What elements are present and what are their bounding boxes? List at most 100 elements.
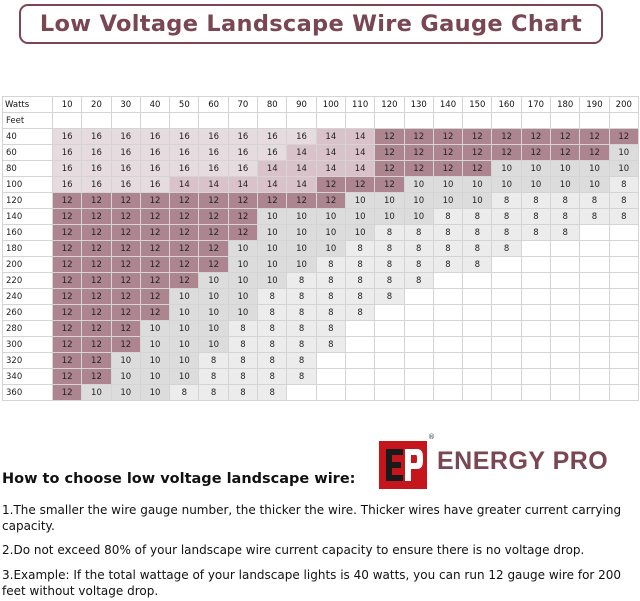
gauge-cell: 10 [462,176,493,193]
gauge-cell: 10 [579,176,610,193]
table-row: 220 12 12 12 12 12 10 10 10 8 8 8 8 8 [2,272,639,289]
gauge-cell: 10 [462,192,493,209]
empty-cell [286,384,317,401]
gauge-cell: 8 [198,384,229,401]
empty-cell [374,384,405,401]
gauge-cell: 8 [286,368,317,385]
gauge-cell: 8 [579,208,610,225]
empty-cell [608,368,639,385]
gauge-cell: 8 [257,352,288,369]
gauge-cell: 10 [315,224,346,241]
empty-cell [608,384,639,401]
gauge-cell: 10 [198,336,229,353]
gauge-cell: 16 [286,128,317,145]
gauge-cell: 16 [169,144,200,161]
gauge-cell: 10 [169,320,200,337]
gauge-cell: 12 [169,208,200,225]
gauge-cell: 14 [344,144,376,161]
feet-row-label: 180 [2,240,53,257]
feet-row-label: 200 [2,256,53,273]
gauge-cell: 8 [257,368,288,385]
gauge-cell: 8 [374,288,405,305]
gauge-cell: 16 [81,128,112,145]
gauge-cell: 8 [462,256,493,273]
gauge-cell: 16 [198,144,229,161]
watts-header-cell: 60 [198,96,229,113]
gauge-cell: 8 [227,352,259,369]
gauge-cell: 10 [198,304,229,321]
gauge-cell: 12 [227,192,259,209]
table-row: 100 16 16 16 16 14 14 14 14 14 12 12 12 10 10 10 10 10 10 1… [2,176,639,193]
gauge-cell: 10 [286,208,317,225]
gauge-cell: 14 [286,176,317,193]
gauge-cell: 12 [374,144,405,161]
gauge-cell: 10 [139,320,171,337]
gauge-cell: 8 [257,304,288,321]
empty-cell [550,272,581,289]
empty-cell [608,272,639,289]
empty-cell [462,304,493,321]
feet-row-label: 120 [2,192,53,209]
instruction-2: 2.Do not exceed 80% of your landscape wi… [2,543,585,557]
gauge-cell: 12 [139,208,171,225]
feet-row-label: 40 [2,128,53,145]
gauge-cell: 8 [315,336,346,353]
watts-header-cell: 140 [432,96,464,113]
empty-cell [432,288,464,305]
gauge-cell: 8 [315,256,346,273]
gauge-cell: 12 [374,176,405,193]
gauge-cell: 16 [257,128,288,145]
empty-cell [462,352,493,369]
watts-header-cell: 70 [227,96,259,113]
gauge-cell: 12 [286,192,317,209]
gauge-cell: 8 [374,272,405,289]
gauge-cell: 12 [110,288,141,305]
gauge-cell: 8 [286,320,317,337]
gauge-cell: 16 [51,160,83,177]
watts-header-cell: 110 [344,96,376,113]
gauge-cell: 8 [491,224,522,241]
gauge-cell: 8 [432,224,464,241]
gauge-cell: 12 [51,240,83,257]
gauge-cell: 10 [110,352,141,369]
gauge-cell: 12 [110,192,141,209]
gauge-cell: 12 [198,240,229,257]
empty-cell [579,256,610,273]
empty-cell [579,352,610,369]
gauge-cell: 12 [344,176,376,193]
gauge-cell: 12 [198,208,229,225]
empty-cell [462,368,493,385]
gauge-cell: 10 [432,192,464,209]
gauge-cell: 10 [169,352,200,369]
gauge-cell: 8 [286,304,317,321]
table-row: 160 12 12 12 12 12 12 12 10 10 10 10 8 8 8 8 8 8 8 [2,224,639,241]
empty-cell [432,368,464,385]
gauge-cell: 12 [139,256,171,273]
feet-row-label: 240 [2,288,53,305]
watts-header-cell: 170 [520,96,552,113]
brand-name: ENERGY PRO [437,447,609,475]
gauge-cell: 16 [81,176,112,193]
gauge-cell: 12 [81,336,112,353]
gauge-cell: 10 [608,144,639,161]
empty-cell [198,112,229,129]
empty-cell [432,304,464,321]
gauge-cell: 12 [550,144,581,161]
empty-cell [579,224,610,241]
empty-cell [550,304,581,321]
table-row: 40 16 16 16 16 16 16 16 16 16 14 14 12 12 12 12 12 12 12 12… [2,128,639,145]
empty-cell [403,384,434,401]
gauge-cell: 12 [432,160,464,177]
table-row: 120 12 12 12 12 12 12 12 12 12 12 10 10 10 10 10 8 8 8 8 8 [2,192,639,209]
gauge-cell: 8 [550,192,581,209]
table-row: 200 12 12 12 12 12 12 10 10 10 8 8 8 8 8 8 [2,256,639,273]
gauge-cell: 8 [520,208,552,225]
gauge-cell: 12 [81,352,112,369]
gauge-cell: 12 [81,240,112,257]
gauge-cell: 8 [344,272,376,289]
gauge-cell: 12 [139,288,171,305]
gauge-cell: 8 [608,208,639,225]
gauge-cell: 8 [257,384,288,401]
gauge-cell: 12 [198,192,229,209]
empty-cell [403,112,434,129]
